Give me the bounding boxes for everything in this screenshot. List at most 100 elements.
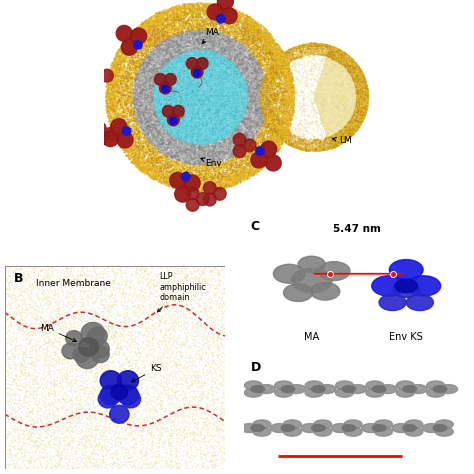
Point [160, 8, 168, 15]
Point [182, 3, 190, 11]
Point [168, 111, 176, 118]
Point [82, 338, 90, 346]
Point [279, 93, 286, 100]
Point [241, 46, 248, 54]
Point [260, 38, 268, 46]
Point [164, 81, 172, 89]
Point [51, 263, 58, 270]
Point [317, 119, 325, 127]
Point [248, 40, 256, 47]
Point [107, 102, 115, 110]
Point [21, 270, 28, 278]
Point [326, 43, 333, 50]
Point [169, 50, 177, 58]
Point [162, 291, 170, 298]
Point [172, 182, 180, 190]
Point [264, 159, 271, 167]
Point [181, 430, 189, 438]
Point [342, 50, 350, 58]
Point [171, 66, 179, 73]
Point [109, 122, 116, 130]
Point [284, 66, 292, 73]
Point [170, 159, 177, 166]
Point [236, 28, 243, 36]
Point [178, 15, 185, 23]
Point [240, 59, 247, 66]
Point [19, 288, 27, 295]
Point [220, 392, 228, 400]
Point [178, 28, 186, 36]
Point [195, 278, 203, 285]
Point [160, 131, 168, 138]
Point [278, 98, 286, 105]
Point [362, 89, 370, 97]
Point [246, 37, 254, 45]
Point [201, 300, 208, 307]
Point [258, 143, 266, 150]
Point [208, 2, 216, 10]
Point [219, 35, 227, 43]
Point [243, 109, 251, 117]
Point [303, 145, 311, 152]
Point [128, 140, 135, 147]
Point [148, 169, 155, 177]
Point [279, 69, 286, 76]
Point [283, 269, 291, 277]
Point [185, 188, 193, 196]
Point [295, 142, 303, 150]
Point [196, 10, 204, 18]
Point [174, 48, 182, 55]
Point [267, 71, 275, 78]
Point [182, 90, 190, 98]
Point [95, 387, 102, 395]
Point [167, 25, 175, 32]
Point [190, 292, 197, 300]
Point [201, 35, 208, 42]
Point [349, 69, 356, 76]
Point [187, 133, 194, 141]
Point [354, 122, 361, 129]
Point [240, 12, 247, 20]
Point [197, 273, 205, 281]
Point [270, 46, 277, 54]
Point [214, 163, 221, 171]
Point [182, 394, 189, 401]
Point [259, 81, 266, 88]
Point [273, 130, 281, 138]
Point [229, 142, 237, 150]
Point [209, 111, 217, 119]
Point [119, 130, 127, 137]
Point [39, 453, 47, 461]
Point [193, 87, 201, 95]
Point [243, 102, 251, 109]
Point [118, 363, 126, 370]
Point [215, 178, 222, 185]
Point [256, 110, 264, 118]
Point [232, 23, 239, 31]
Point [238, 139, 246, 147]
Point [318, 140, 326, 148]
Point [261, 107, 269, 114]
Point [123, 122, 130, 129]
Point [175, 139, 182, 147]
Point [88, 328, 96, 336]
Point [319, 66, 327, 74]
Point [314, 49, 321, 57]
Point [153, 12, 161, 20]
Point [291, 141, 298, 149]
Point [238, 41, 246, 49]
Point [228, 81, 236, 89]
Point [166, 46, 174, 53]
Point [102, 282, 110, 290]
Point [257, 62, 264, 70]
Point [257, 163, 265, 170]
Point [122, 356, 130, 363]
Point [263, 61, 270, 68]
Point [278, 84, 285, 91]
Point [85, 287, 92, 295]
Point [191, 175, 198, 182]
Point [232, 38, 240, 46]
Point [157, 103, 164, 111]
Point [126, 101, 134, 109]
Point [187, 156, 194, 164]
